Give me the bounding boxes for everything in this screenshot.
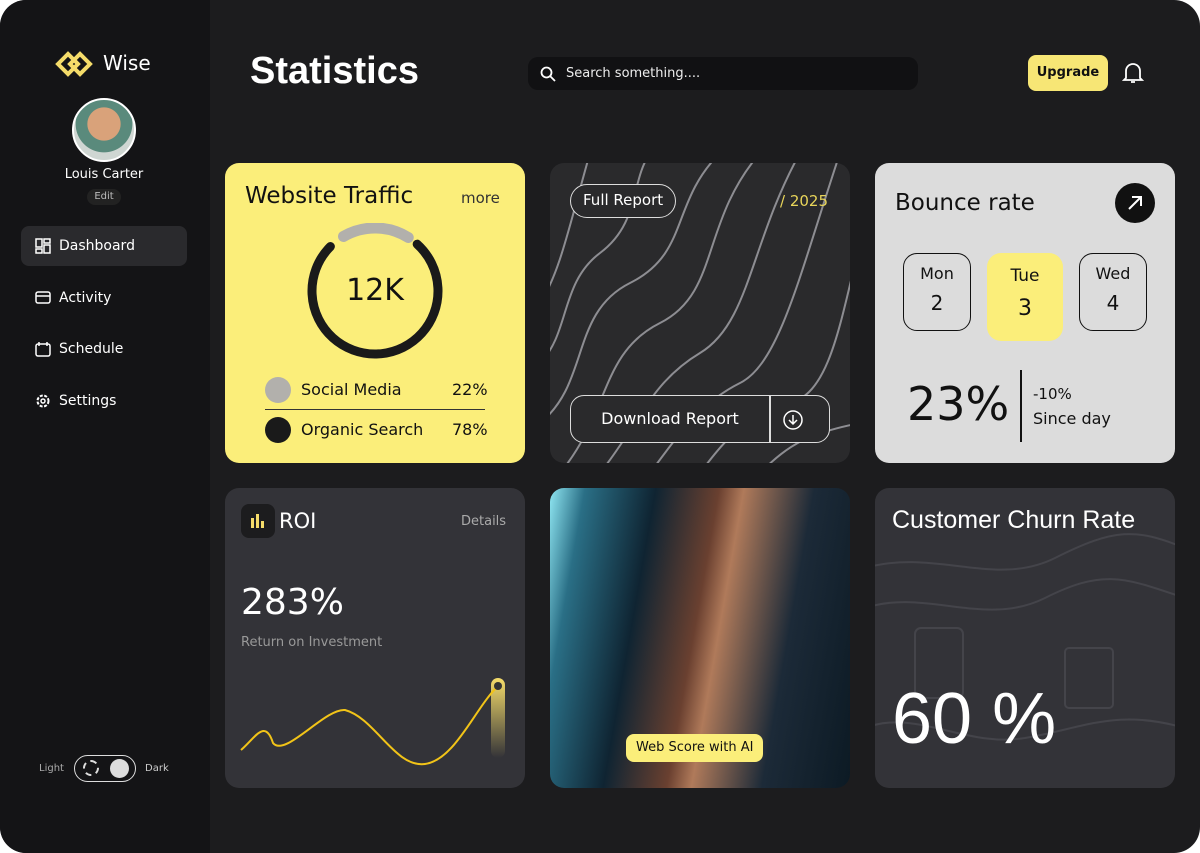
day-chip[interactable]: Mon 2 — [903, 253, 971, 331]
user-name: Louis Carter — [64, 167, 144, 182]
sidebar: Wise Louis Carter Edit Dashboard Activit… — [0, 0, 210, 853]
card-title: Customer Churn Rate — [892, 506, 1136, 534]
roi-caption: Return on Investment — [241, 635, 383, 650]
details-link[interactable]: Details — [461, 514, 507, 529]
churn-card: Customer Churn Rate 60 % — [875, 488, 1175, 788]
change-label: Since day — [1033, 409, 1111, 428]
roi-card: ROI Details 283% Return on Investment — [225, 488, 525, 788]
avatar — [72, 98, 136, 162]
search-box[interactable]: Search something.... — [528, 57, 918, 90]
source-name: Organic Search — [301, 420, 424, 439]
sun-icon — [83, 760, 99, 776]
day-date: 3 — [1018, 296, 1032, 321]
source-share: 78% — [452, 420, 488, 439]
nav-label: Activity — [59, 290, 112, 306]
traffic-card: Website Traffic more 12K Social Media 22… — [225, 163, 525, 463]
photo-card: Web Score with AI — [550, 488, 850, 788]
theme-dark: Dark — [145, 763, 169, 774]
day-chip[interactable]: Wed 4 — [1079, 253, 1147, 331]
topo-pattern — [875, 533, 1175, 741]
report-card: Full Report / 2025 Download Report — [550, 163, 850, 463]
churn-value: 60 % — [892, 679, 1057, 759]
icon — [35, 342, 51, 357]
nav-item[interactable]: Settings — [21, 381, 187, 421]
roi-icon — [241, 504, 275, 538]
traffic-total: 12K — [346, 273, 404, 308]
logo — [55, 51, 93, 77]
bounce-change: -10% — [1033, 385, 1072, 403]
nav-item[interactable]: Activity — [21, 278, 187, 318]
edit-button[interactable]: Edit — [87, 189, 121, 205]
ai-badge: Web Score with AI — [626, 734, 764, 762]
download-label: Download Report — [601, 409, 739, 428]
icon — [36, 394, 50, 408]
roi-sparkline — [240, 678, 505, 766]
bounce-rate: 23% — [907, 377, 1010, 431]
day-name: Wed — [1095, 264, 1131, 283]
day-name: Tue — [1010, 266, 1040, 286]
nav-label: Dashboard — [59, 238, 135, 254]
icon — [35, 291, 51, 304]
divider — [1020, 370, 1022, 442]
roi-value: 283% — [241, 582, 344, 623]
divider — [769, 396, 771, 442]
nav-label: Settings — [59, 393, 117, 409]
traffic-ring — [306, 223, 444, 360]
upgrade-button[interactable]: Upgrade — [1028, 55, 1108, 91]
page-title: Statistics — [250, 50, 419, 92]
source-name: Social Media — [301, 380, 402, 399]
bounce-card: Bounce rate Mon 2 Tue 3 Wed 4 23% -10% Sinc… — [875, 163, 1175, 463]
search-placeholder: Search something.... — [566, 66, 701, 81]
legend-swatch — [265, 377, 291, 403]
open-button[interactable] — [1115, 183, 1155, 223]
brand: Wise — [103, 51, 151, 75]
source-share: 22% — [452, 380, 488, 399]
toggle-knob — [110, 759, 129, 778]
day-date: 2 — [930, 291, 944, 315]
card-title: Bounce rate — [895, 190, 1035, 216]
nav-item[interactable]: Schedule — [21, 329, 187, 369]
nav-item[interactable]: Dashboard — [21, 226, 187, 266]
download-button[interactable]: Download Report — [570, 395, 830, 443]
download-icon — [783, 410, 803, 430]
divider — [265, 409, 485, 410]
theme-light: Light — [39, 763, 64, 774]
theme-toggle[interactable] — [74, 755, 136, 782]
card-title: Website Traffic — [245, 183, 414, 209]
bell-icon[interactable] — [1122, 61, 1144, 85]
day-name: Mon — [920, 264, 954, 283]
nav-label: Schedule — [59, 341, 124, 357]
more-link[interactable]: more — [461, 189, 500, 207]
card-title: ROI — [279, 509, 317, 533]
legend-swatch — [265, 417, 291, 443]
report-label: Full Report — [570, 184, 677, 218]
day-chip[interactable]: Tue 3 — [987, 253, 1063, 341]
search-icon — [540, 66, 556, 82]
icon — [35, 238, 51, 254]
day-date: 4 — [1106, 291, 1120, 315]
report-year: / 2025 — [780, 192, 828, 210]
